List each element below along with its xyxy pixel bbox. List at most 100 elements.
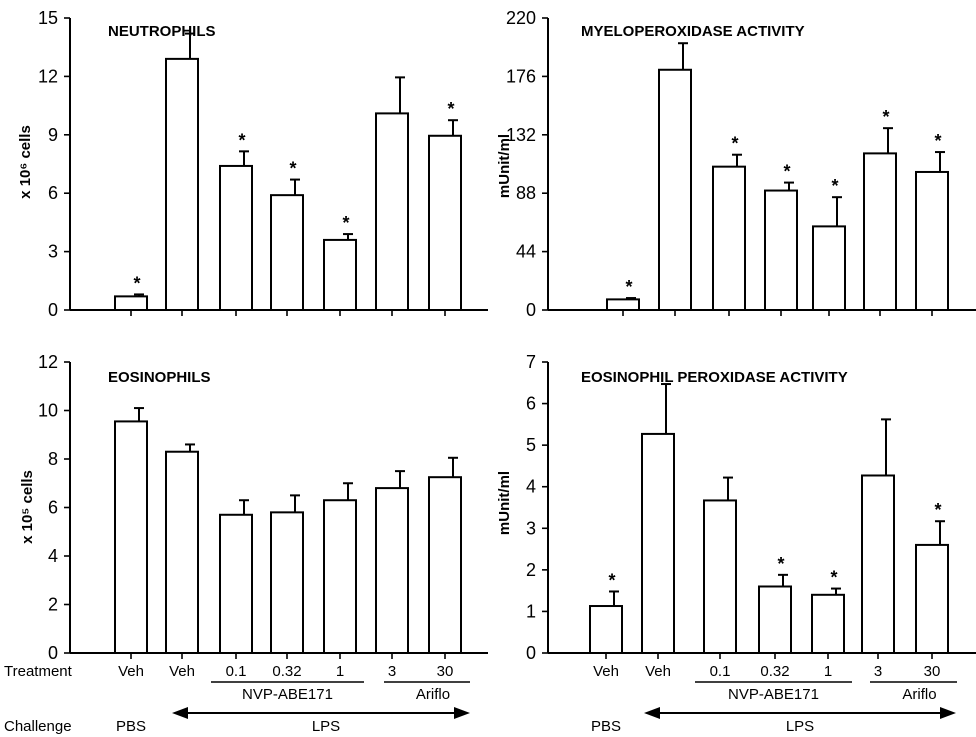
x-category-label: Veh bbox=[593, 663, 619, 680]
x-category-label: 3 bbox=[388, 663, 396, 680]
arrow-head-right bbox=[454, 707, 470, 719]
x-category-label: 0.1 bbox=[710, 663, 731, 680]
x-category-label: 1 bbox=[824, 663, 832, 680]
y-tick-label: 1 bbox=[526, 601, 536, 621]
bar bbox=[375, 112, 409, 311]
chart-panel-3: 0 2 4 6 8 10 12 EOSINOPHILS x 10⁵ cells bbox=[19, 352, 488, 663]
chart-panel-2: 0 44 88 132 176 220 MYELOPEROXIDASE ACTIVITY mU… bbox=[496, 8, 976, 320]
y-tick-label: 220 bbox=[506, 8, 536, 28]
arrow-head-left bbox=[644, 707, 660, 719]
significance-marker: * bbox=[625, 277, 632, 297]
y-tick-label: 0 bbox=[48, 643, 58, 663]
bar bbox=[114, 295, 148, 311]
bar bbox=[863, 152, 897, 311]
challenge-lps: LPS bbox=[786, 718, 814, 735]
treatment-annotation: Veh Veh 0.1 0.32 1 3 30 NVP-ABE171 Ariflo PBS LPS bbox=[591, 663, 957, 735]
significance-marker: * bbox=[882, 107, 889, 127]
significance-marker: * bbox=[830, 568, 837, 588]
significance-marker: * bbox=[238, 130, 245, 150]
significance-marker: * bbox=[731, 134, 738, 154]
x-category-label: 0.32 bbox=[272, 663, 301, 680]
y-tick-label: 4 bbox=[526, 477, 536, 497]
group-label-nvp: NVP-ABE171 bbox=[728, 686, 819, 703]
chart-title: EOSINOPHIL PEROXIDASE ACTIVITY bbox=[581, 369, 848, 386]
bar bbox=[428, 134, 462, 311]
bar bbox=[641, 432, 675, 654]
y-tick-label: 6 bbox=[526, 394, 536, 414]
y-axis-label: mUnit/ml bbox=[496, 471, 513, 535]
challenge-label: Challenge bbox=[4, 718, 72, 735]
significance-marker: * bbox=[133, 273, 140, 293]
bar bbox=[219, 513, 253, 655]
bar bbox=[703, 499, 737, 654]
arrow-head-left bbox=[172, 707, 188, 719]
x-category-label: Veh bbox=[169, 663, 195, 680]
bar bbox=[658, 68, 692, 311]
y-tick-label: 9 bbox=[48, 125, 58, 145]
x-category-label: Veh bbox=[645, 663, 671, 680]
significance-marker: * bbox=[777, 554, 784, 574]
bar bbox=[165, 57, 199, 311]
y-tick-label: 88 bbox=[516, 183, 536, 203]
bar bbox=[712, 165, 746, 311]
y-tick-label: 6 bbox=[48, 183, 58, 203]
bar bbox=[323, 499, 357, 654]
chart-title: NEUTROPHILS bbox=[108, 23, 216, 40]
x-category-label: 0.32 bbox=[760, 663, 789, 680]
bar bbox=[270, 511, 304, 654]
bar bbox=[861, 474, 895, 654]
y-tick-label: 132 bbox=[506, 125, 536, 145]
bar bbox=[764, 189, 798, 311]
x-category-label: 30 bbox=[924, 663, 941, 680]
group-label-nvp: NVP-ABE171 bbox=[242, 686, 333, 703]
chart-panel-1: 0 3 6 9 12 15 NEUTROPHILS x 10⁶ cells * * * * * bbox=[17, 8, 488, 320]
x-category-label: 30 bbox=[437, 663, 454, 680]
significance-marker: * bbox=[831, 176, 838, 196]
y-tick-label: 2 bbox=[48, 595, 58, 615]
treatment-annotation: Treatment Veh Veh 0.1 0.32 1 3 30 NVP-ABE171 Arif… bbox=[4, 663, 470, 735]
chart-title: EOSINOPHILS bbox=[108, 369, 211, 386]
bar bbox=[606, 298, 640, 311]
treatment-label: Treatment bbox=[4, 663, 73, 680]
x-category-label: Veh bbox=[118, 663, 144, 680]
significance-marker: * bbox=[289, 159, 296, 179]
y-tick-label: 3 bbox=[526, 518, 536, 538]
y-axis-label: x 10⁵ cells bbox=[19, 470, 36, 544]
y-tick-label: 10 bbox=[38, 401, 58, 421]
bar bbox=[428, 476, 462, 654]
y-tick-label: 0 bbox=[526, 643, 536, 663]
group-label-ariflo: Ariflo bbox=[416, 686, 450, 703]
significance-marker: * bbox=[342, 213, 349, 233]
y-tick-label: 5 bbox=[526, 435, 536, 455]
y-tick-label: 0 bbox=[526, 300, 536, 320]
significance-marker: * bbox=[447, 99, 454, 119]
bar bbox=[270, 194, 304, 311]
challenge-lps: LPS bbox=[312, 718, 340, 735]
y-tick-label: 4 bbox=[48, 546, 58, 566]
bar bbox=[165, 450, 199, 654]
y-tick-label: 6 bbox=[48, 498, 58, 518]
significance-marker: * bbox=[934, 500, 941, 520]
group-label-ariflo: Ariflo bbox=[902, 686, 936, 703]
y-tick-label: 2 bbox=[526, 560, 536, 580]
y-tick-label: 176 bbox=[506, 66, 536, 86]
y-tick-label: 44 bbox=[516, 242, 536, 262]
x-category-label: 1 bbox=[336, 663, 344, 680]
y-tick-label: 3 bbox=[48, 242, 58, 262]
bar bbox=[375, 487, 409, 654]
y-tick-label: 12 bbox=[38, 352, 58, 372]
bar bbox=[589, 605, 623, 655]
chart-panel-4: 0 1 2 3 4 5 6 7 EOSINOPHIL PEROXIDASE ACTIVITY mU… bbox=[496, 352, 976, 663]
x-category-label: 3 bbox=[874, 663, 882, 680]
y-tick-label: 15 bbox=[38, 8, 58, 28]
bar bbox=[915, 170, 949, 311]
y-tick-label: 7 bbox=[526, 352, 536, 372]
arrow-head-right bbox=[940, 707, 956, 719]
bar bbox=[219, 164, 253, 311]
significance-marker: * bbox=[608, 570, 615, 590]
bar bbox=[811, 593, 845, 654]
y-axis-label: x 10⁶ cells bbox=[17, 125, 34, 199]
bar bbox=[758, 585, 792, 654]
significance-marker: * bbox=[934, 131, 941, 151]
significance-marker: * bbox=[783, 162, 790, 182]
